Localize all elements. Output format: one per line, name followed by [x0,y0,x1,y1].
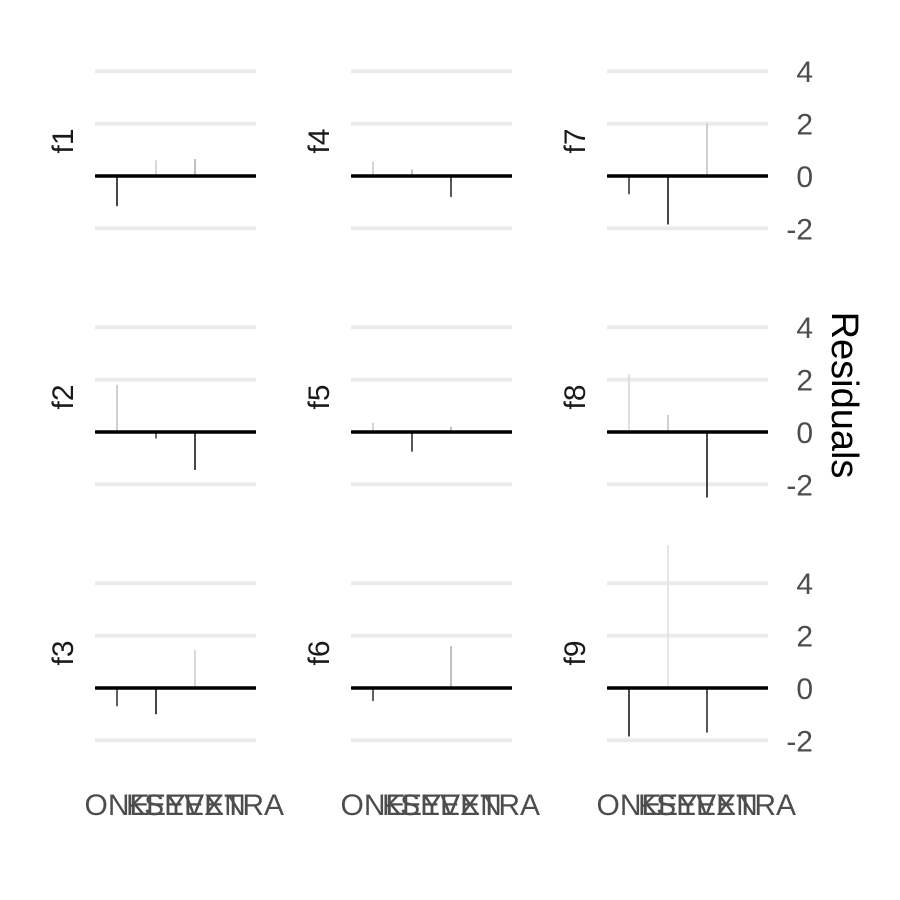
facet-label: f1 [47,128,80,153]
y-tick-label: -2 [786,725,813,758]
panels-layer: f1 f4 f7 f2 f5 f8 f3 f6 f9 [47,69,768,743]
bar-one [372,688,374,702]
facet-panel-f2: f2 [47,325,256,487]
bar-key [155,160,157,176]
bar-seven [194,158,196,176]
bar-seven [194,650,196,688]
y-tick-label: 4 [796,312,813,345]
x-tick-label: SEVEN [656,789,758,822]
facet-panel-f3: f3 [47,581,256,743]
y-tick-label: 2 [796,365,813,398]
bar-key [667,176,669,225]
y-tick-label: 0 [796,417,813,450]
bar-one [628,176,630,195]
bar-key [667,414,669,432]
y-tick-label: 2 [796,109,813,142]
bar-key [667,545,669,688]
x-tick-label: ONE [84,789,149,822]
x-tick-label: EXTRA [184,789,284,822]
x-tick-label: KEY [638,789,698,822]
bar-seven [194,432,196,470]
y-axis: -2 0 2 4 -2 0 2 4 -2 0 2 4 [786,56,813,758]
bar-one [372,422,374,432]
facet-panel-f4: f4 [303,69,512,231]
bar-one [116,688,118,707]
y-axis-label: Residuals [823,312,865,479]
facet-panel-f9: f9 [559,545,768,743]
facet-panel-f1: f1 [47,69,256,231]
bar-seven [706,432,708,498]
bar-one [372,161,374,176]
y-tick-label: -2 [786,469,813,502]
facet-panel-f6: f6 [303,581,512,743]
y-tick-label: 2 [796,621,813,654]
bar-key [411,169,413,176]
x-tick-label: ONE [596,789,661,822]
bar-key [155,432,157,439]
bar-seven [450,646,452,688]
bar-one [628,374,630,432]
facet-label: f4 [303,128,336,153]
x-tick-label: KEY [382,789,442,822]
facet-label: f3 [47,640,80,665]
y-tick-label: 4 [796,56,813,89]
x-tick-label: SEVEN [144,789,246,822]
facet-panel-f7: f7 [559,69,768,231]
x-tick-label: EXTRA [696,789,796,822]
y-tick-label: 0 [796,161,813,194]
x-tick-label: EXTRA [440,789,540,822]
bar-seven [450,426,452,432]
facet-panel-f5: f5 [303,325,512,487]
bar-seven [706,688,708,733]
facet-label: f8 [559,384,592,409]
facet-label: f7 [559,128,592,153]
y-tick-label: 0 [796,673,813,706]
facet-label: f5 [303,384,336,409]
y-tick-label: 4 [796,568,813,601]
x-tick-label: ONE [340,789,405,822]
facet-label: f2 [47,384,80,409]
facet-panel-f8: f8 [559,325,768,498]
bar-one [116,384,118,432]
x-tick-label: SEVEN [400,789,502,822]
bar-key [155,688,157,715]
bar-key [411,432,413,452]
bar-seven [706,123,708,176]
facet-label: f6 [303,640,336,665]
bar-one [116,176,118,207]
bar-one [628,688,630,737]
x-tick-label: KEY [126,789,186,822]
facet-label: f9 [559,640,592,665]
y-tick-label: -2 [786,213,813,246]
bar-seven [450,176,452,197]
